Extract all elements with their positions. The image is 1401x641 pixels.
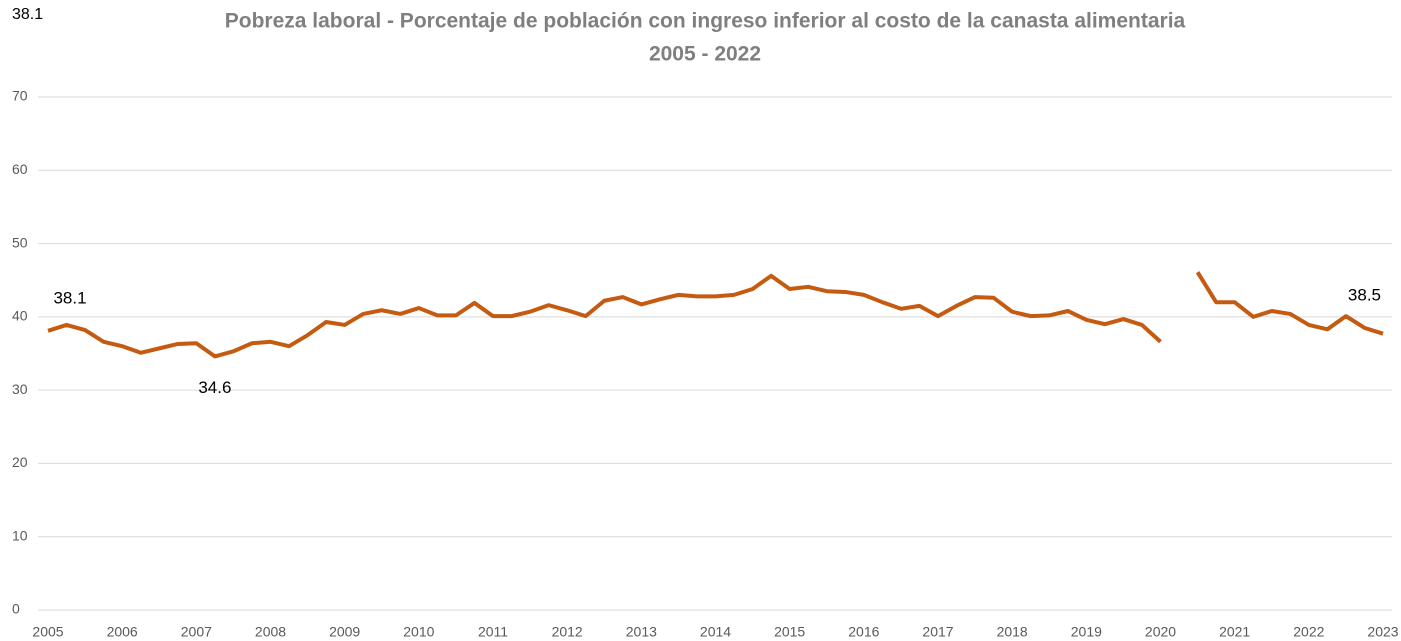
x-tick-label: 2016 — [848, 624, 879, 640]
y-tick-label: 10 — [12, 527, 28, 543]
x-tick-label: 2021 — [1219, 624, 1250, 640]
chart-subtitle: 2005 - 2022 — [649, 43, 761, 66]
x-tick-label: 2023 — [1367, 624, 1398, 640]
y-tick-label: 40 — [12, 308, 28, 324]
chart-title: Pobreza laboral - Porcentaje de població… — [225, 10, 1186, 33]
data-label: 38.5 — [1348, 285, 1381, 304]
y-tick-label: 50 — [12, 234, 28, 250]
y-tick-label: 0 — [12, 601, 20, 617]
x-tick-label: 2017 — [922, 624, 953, 640]
y-tick-label: 70 — [12, 88, 28, 104]
x-tick-label: 2005 — [32, 624, 63, 640]
x-tick-label: 2013 — [626, 624, 657, 640]
y-tick-label: 30 — [12, 381, 28, 397]
x-tick-label: 2007 — [181, 624, 212, 640]
x-tick-label: 2015 — [774, 624, 805, 640]
annotation: 38.1 — [12, 6, 43, 23]
x-tick-label: 2010 — [403, 624, 434, 640]
x-tick-label: 2012 — [552, 624, 583, 640]
x-tick-label: 2018 — [997, 624, 1028, 640]
x-tick-label: 2014 — [700, 624, 731, 640]
y-tick-label: 60 — [12, 161, 28, 177]
x-tick-label: 2011 — [478, 624, 508, 640]
x-tick-label: 2019 — [1071, 624, 1102, 640]
x-tick-label: 2022 — [1293, 624, 1324, 640]
line — [47, 271, 1384, 359]
x-tick-label: 2006 — [107, 624, 138, 640]
data-label: 38.1 — [53, 288, 86, 307]
data-label: 34.6 — [198, 378, 231, 397]
y-tick-label: 20 — [12, 454, 28, 470]
x-tick-label: 2020 — [1145, 624, 1176, 640]
x-tick-label: 2009 — [329, 624, 360, 640]
x-tick-label: 2008 — [255, 624, 286, 640]
